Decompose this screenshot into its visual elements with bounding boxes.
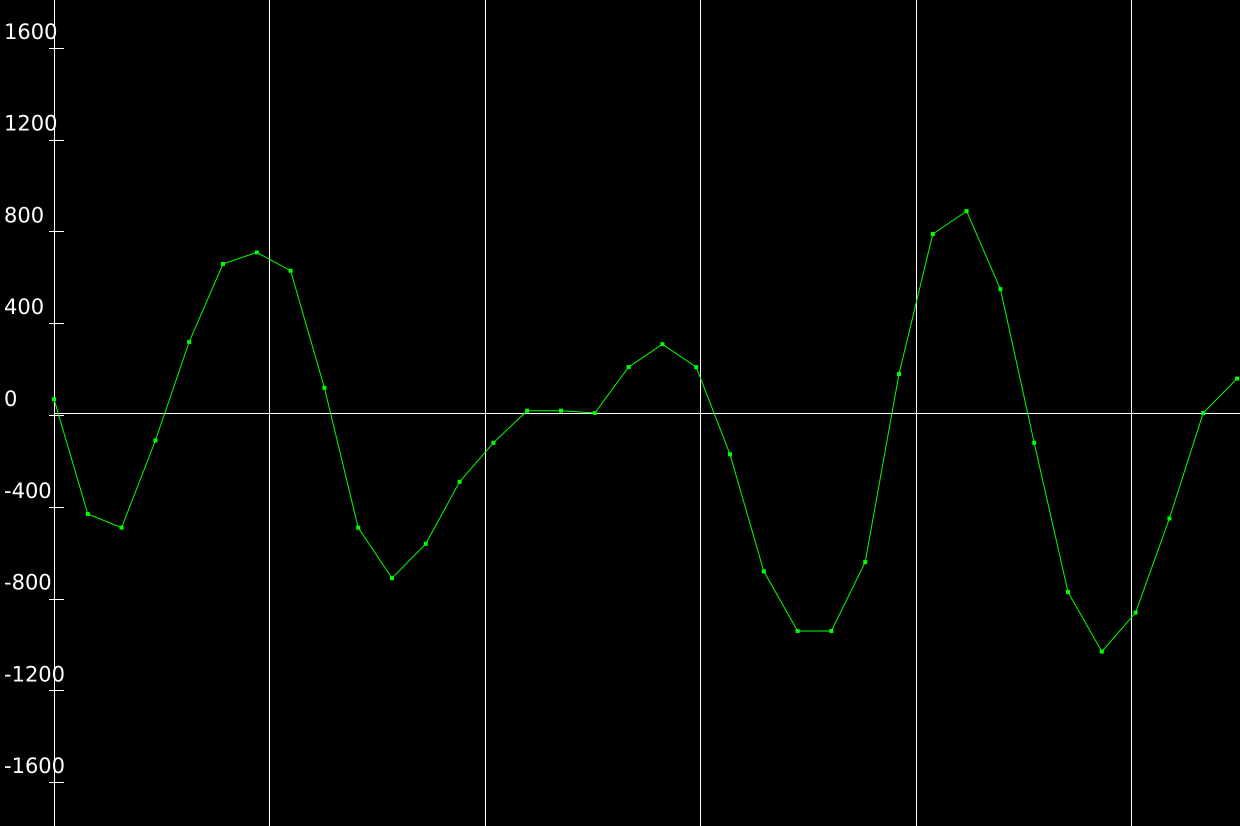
data-point (897, 372, 901, 376)
y-tick-label: -1600 (4, 754, 65, 778)
data-point (221, 261, 225, 266)
data-point (592, 411, 597, 415)
y-tick-label: -400 (4, 479, 52, 503)
data-point (964, 209, 969, 214)
data-point (660, 342, 665, 347)
data-point (1066, 590, 1070, 594)
data-point (457, 479, 462, 484)
y-tick-label: 1600 (4, 20, 57, 44)
data-point (694, 365, 699, 370)
grid-lines (54, 0, 1240, 826)
series-line (53, 210, 1238, 653)
data-point (423, 541, 428, 546)
data-point (1099, 649, 1104, 654)
data-point (288, 268, 293, 273)
data-point (52, 397, 56, 402)
data-point (1167, 516, 1172, 521)
data-point (356, 525, 361, 530)
data-point (1032, 440, 1037, 445)
data-point (491, 440, 496, 445)
y-tick-label: -1200 (4, 662, 65, 686)
data-point (728, 452, 732, 457)
data-point (254, 250, 259, 255)
y-tick-label: 0 (4, 387, 17, 411)
data-point (1133, 610, 1138, 615)
data-point (85, 512, 90, 516)
data-point (829, 629, 834, 633)
y-tick-label: 800 (4, 203, 44, 227)
data-point (795, 629, 800, 633)
y-axis-ticks: 1600 1200 800 400 0 -400 -800 -1200 -1600 (4, 20, 65, 783)
data-point (863, 560, 868, 565)
data-series (52, 209, 1239, 654)
data-point (390, 576, 394, 581)
data-point (930, 232, 935, 236)
data-point (119, 525, 124, 530)
data-point (626, 365, 631, 370)
y-tick-label: -800 (4, 571, 52, 595)
data-point (1235, 376, 1239, 381)
data-point (525, 408, 530, 413)
data-point (559, 408, 563, 413)
data-point (187, 339, 192, 344)
data-point (153, 438, 158, 443)
data-point (998, 287, 1003, 292)
data-point (1201, 411, 1206, 415)
data-point (761, 569, 766, 574)
y-tick-label: 1200 (4, 112, 57, 136)
data-point (322, 385, 327, 390)
y-tick-label: 400 (4, 295, 44, 319)
